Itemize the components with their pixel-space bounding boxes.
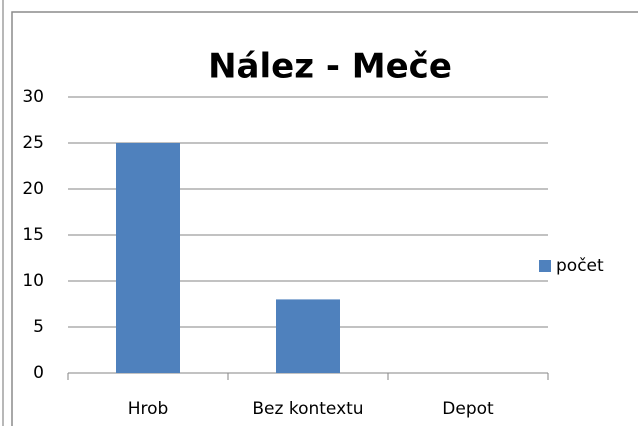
y-tick-label: 0: [33, 363, 44, 383]
y-tick-label: 15: [22, 225, 44, 245]
bar: [116, 143, 180, 373]
y-tick-label: 5: [33, 317, 44, 337]
chart-title: Nález - Meče: [208, 47, 452, 87]
chart-frame: [11, 11, 638, 426]
y-tick-label: 25: [22, 133, 44, 153]
x-tick-label: Depot: [442, 399, 494, 419]
y-tick-label: 30: [22, 87, 44, 107]
x-tick-label: Bez kontextu: [252, 399, 363, 419]
y-tick-label: 10: [22, 271, 44, 291]
x-tick-label: Hrob: [128, 399, 169, 419]
legend-swatch: [539, 260, 551, 272]
bar: [276, 299, 340, 373]
legend-label: počet: [556, 256, 604, 276]
y-tick-label: 20: [22, 179, 44, 199]
